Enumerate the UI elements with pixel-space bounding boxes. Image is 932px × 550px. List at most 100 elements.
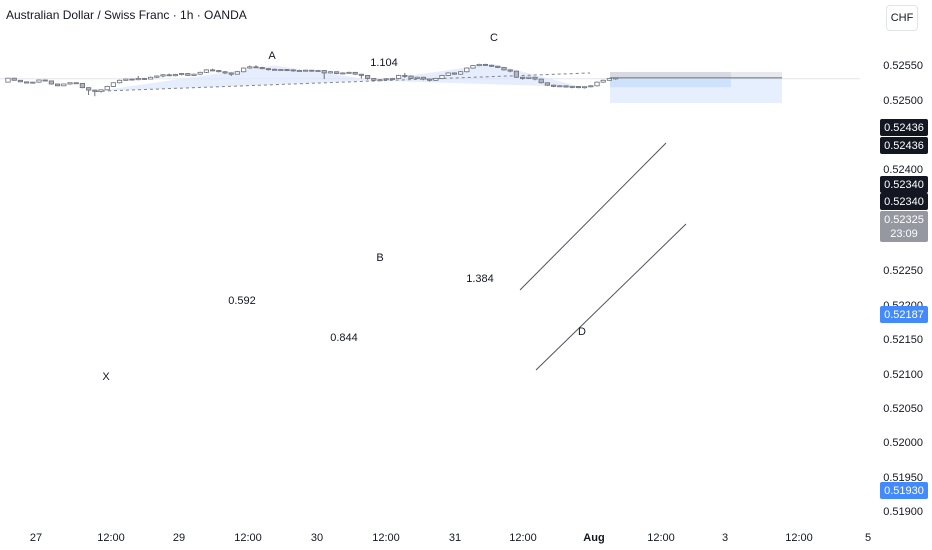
chart-title: Australian Dollar / Swiss Franc · 1h · O…	[6, 8, 247, 22]
candle	[117, 79, 123, 84]
candle	[191, 73, 197, 76]
candle	[61, 83, 67, 87]
candle	[606, 78, 613, 81]
price-axis[interactable]: 0.52550 0.52500 0.52400 0.52250 0.52150 0.521…	[880, 60, 928, 518]
candle	[333, 71, 340, 74]
price-label-box	[880, 482, 928, 499]
ratio-label: 1.384	[466, 273, 494, 285]
candle	[594, 81, 600, 87]
candle	[86, 87, 92, 91]
target-zone	[610, 77, 782, 103]
candle	[48, 80, 55, 85]
candle	[259, 67, 265, 70]
candle	[290, 69, 296, 72]
channel-upper-line	[519, 142, 667, 291]
pattern-bcd	[376, 63, 582, 88]
candle	[408, 75, 414, 79]
price-label-box	[880, 176, 928, 193]
candle	[557, 85, 563, 88]
candle	[321, 70, 327, 74]
candle	[216, 70, 222, 73]
candle	[613, 77, 619, 80]
candle	[160, 74, 166, 77]
position-zones[interactable]	[610, 71, 782, 103]
xb-dashed-line	[95, 72, 591, 92]
candle	[600, 79, 606, 83]
candle	[315, 70, 321, 72]
time-tick: 5	[865, 532, 871, 544]
time-tick: 12:00	[785, 532, 813, 544]
price-tick: 0.52150	[883, 334, 923, 346]
time-tick: 12:00	[372, 532, 400, 544]
candle	[42, 79, 48, 82]
candle	[178, 73, 185, 75]
time-axis[interactable]: 27 12:00 29 12:00 30 12:00 31 12:00 Aug 12:00 3 12:…	[30, 532, 871, 544]
price-label-box	[880, 137, 928, 154]
candle	[383, 78, 389, 81]
stop-zone	[610, 71, 731, 78]
time-tick: 12:00	[647, 532, 675, 544]
candle	[414, 76, 420, 79]
pattern-point-label: D	[578, 326, 586, 338]
candle	[197, 71, 203, 75]
price-tick: 0.52500	[883, 95, 923, 107]
candle	[67, 82, 73, 85]
candle	[526, 76, 532, 79]
price-label-text: 0.51930	[884, 485, 924, 497]
candle	[271, 68, 278, 71]
candle	[11, 77, 17, 81]
time-tick: 27	[30, 532, 42, 544]
candle	[569, 86, 575, 88]
candles	[5, 63, 619, 97]
candle	[135, 78, 141, 81]
candle	[141, 78, 147, 80]
candle	[433, 78, 439, 81]
candle	[501, 67, 507, 71]
candle	[147, 76, 154, 80]
time-tick: 12:00	[509, 532, 537, 544]
currency-button[interactable]: CHF	[886, 5, 918, 31]
candle	[495, 65, 501, 68]
candle	[253, 66, 259, 69]
xabcd-pattern[interactable]	[95, 63, 591, 92]
candle	[5, 77, 11, 83]
candle	[340, 72, 346, 75]
candle	[352, 71, 358, 75]
candle	[234, 71, 240, 75]
time-tick: 12:00	[97, 532, 125, 544]
price-tick: 0.52050	[883, 403, 923, 415]
candle	[265, 68, 272, 71]
pattern-point-label: X	[102, 371, 110, 383]
candle	[346, 71, 352, 74]
candle	[520, 76, 526, 79]
price-tick: 0.52100	[883, 369, 923, 381]
time-tick: 12:00	[234, 532, 262, 544]
candle	[30, 81, 36, 84]
candle	[17, 79, 24, 83]
candle	[470, 65, 476, 69]
ratio-label: 0.592	[228, 295, 256, 307]
channel-lines[interactable]	[519, 142, 687, 371]
candle	[507, 69, 513, 72]
candle	[123, 78, 129, 81]
candle	[476, 63, 482, 67]
price-label-text: 0.52340	[884, 179, 924, 191]
price-label-box	[880, 306, 928, 323]
candle	[278, 69, 284, 71]
candle	[377, 79, 383, 82]
candle	[563, 85, 569, 88]
candle	[247, 66, 253, 69]
candle	[371, 78, 377, 81]
candle	[464, 67, 470, 73]
candle	[209, 69, 216, 72]
price-label-text: 0.52340	[884, 196, 924, 208]
candle	[457, 71, 464, 75]
candle	[98, 89, 104, 92]
candle	[420, 76, 427, 80]
candle	[228, 72, 234, 75]
candle	[364, 75, 371, 79]
candle	[172, 74, 178, 77]
candle	[582, 86, 588, 89]
price-label-text: 0.52436	[884, 122, 924, 134]
